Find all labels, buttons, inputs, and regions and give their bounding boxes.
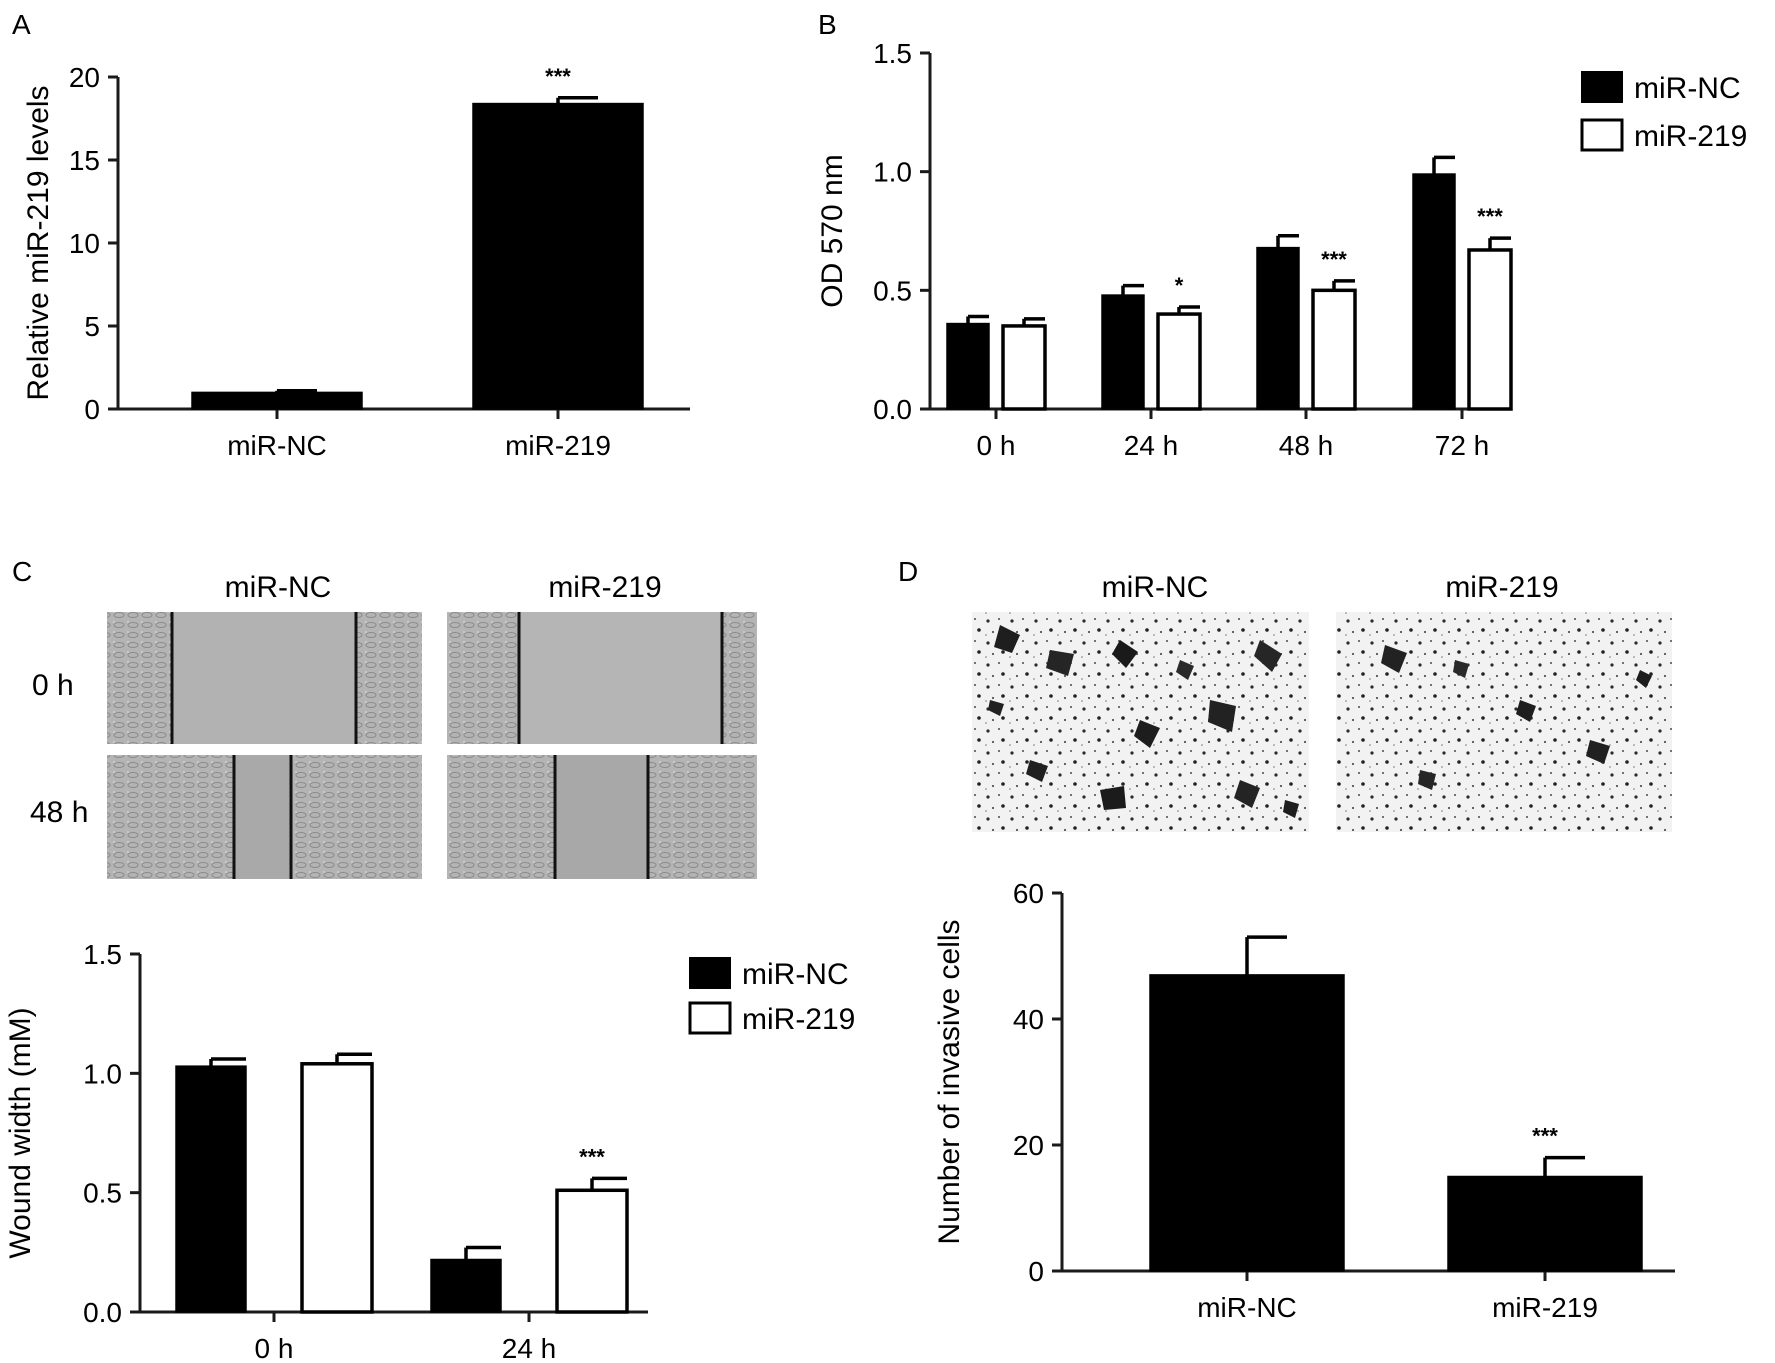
significance-C-miR-219-24 h: *** — [579, 1144, 605, 1169]
y-tick-label-B: 0.5 — [873, 275, 912, 306]
y-tick-label-D: 20 — [1013, 1130, 1044, 1161]
legend-b-label-nc: miR-NC — [1634, 72, 1741, 105]
wound-row-label-0h: 0 h — [32, 669, 74, 702]
y-tick-label-B: 1.0 — [873, 157, 912, 188]
y-tick-label-B: 1.5 — [873, 38, 912, 69]
y-tick-label-D: 0 — [1028, 1256, 1044, 1287]
chart-c-wound-width: 0.0 0.5 1.0 1.5 Wound width (mM) 0 h 24 h *** — [4, 939, 648, 1363]
significance-B-miR-219-72 h: *** — [1477, 204, 1503, 229]
y-tick-label-A: 0 — [84, 394, 100, 425]
panel-label-b: B — [818, 9, 837, 40]
wound-row-label-48h: 48 h — [30, 796, 88, 829]
wound-image-nc-0h — [107, 612, 422, 744]
panel-label-a: A — [12, 9, 31, 40]
x-tick-label-B: 72 h — [1435, 430, 1490, 461]
legend-b-swatch-nc — [1581, 71, 1623, 103]
x-tick-label-C: 0 h — [255, 1333, 294, 1363]
wound-col-label-219: miR-219 — [548, 571, 661, 604]
y-tick-label-A: 5 — [84, 311, 100, 342]
invasion-col-label-219: miR-219 — [1445, 571, 1558, 604]
y-tick-label-C: 0.0 — [83, 1297, 122, 1328]
bar-B-miR-NC-48 h — [1256, 246, 1300, 410]
y-tick-label-A: 15 — [69, 145, 100, 176]
bar-B-miR-NC-24 h — [1101, 294, 1145, 410]
bar-B-miR-219-48 h — [1311, 288, 1357, 411]
significance-A-miR-219: *** — [545, 64, 571, 89]
y-tick-label-B: 0.0 — [873, 394, 912, 425]
chart-b-od570: 0.00.51.01.5OD 570 nm0 h 24 h 48 h 72 h****… — [816, 38, 1513, 461]
x-tick-label-C: 24 h — [502, 1333, 557, 1363]
x-tick-label-A: miR-NC — [227, 430, 327, 461]
legend-b: miR-NC miR-219 — [1580, 71, 1747, 153]
y-tick-label-A: 20 — [69, 62, 100, 93]
legend-c-label-219: miR-219 — [742, 1003, 855, 1036]
y-tick-label-C: 1.5 — [83, 939, 122, 970]
y-axis-title-C: Wound width (mM) — [4, 1007, 37, 1258]
bar-C-miR-NC-0 h — [175, 1065, 247, 1313]
wound-image-219-48h — [447, 755, 757, 879]
bar-D-miR-NC — [1149, 974, 1345, 1272]
panel-label-d: D — [898, 556, 918, 587]
x-tick-label-A: miR-219 — [505, 430, 611, 461]
legend-c-label-nc: miR-NC — [742, 958, 849, 991]
wound-image-nc-48h — [107, 755, 422, 879]
y-tick-label-C: 1.0 — [83, 1058, 122, 1089]
y-tick-label-D: 60 — [1013, 878, 1044, 909]
chart-d-invasive-cells: 0 20 40 60 Number of invasive cells miR-NC miR… — [933, 878, 1675, 1323]
y-tick-label-A: 10 — [69, 228, 100, 259]
y-tick-label-D: 40 — [1013, 1004, 1044, 1035]
bar-B-miR-219-24 h — [1156, 312, 1202, 411]
x-tick-label-B: 48 h — [1279, 430, 1334, 461]
bar-B-miR-219-0 h — [1001, 324, 1047, 411]
legend-b-swatch-219 — [1580, 118, 1624, 152]
y-axis-title-A: Relative miR-219 levels — [22, 85, 55, 400]
panel-label-c: C — [12, 556, 32, 587]
chart-a-relative-mir219: 0 5 10 15 20 Relative miR-219 levels miR-NC miR… — [22, 62, 690, 461]
y-tick-label-C: 0.5 — [83, 1178, 122, 1209]
bar-D-miR-219 — [1447, 1175, 1643, 1272]
bar-C-miR-219-24 h — [555, 1188, 629, 1314]
invasion-image-219 — [1336, 612, 1672, 832]
wound-image-219-0h — [447, 612, 757, 744]
significance-D-miR-219: *** — [1532, 1124, 1558, 1149]
wound-healing-images: miR-NC miR-219 0 h 48 h — [30, 571, 757, 879]
y-axis-title-D: Number of invasive cells — [933, 919, 966, 1244]
invasion-images: miR-NC miR-219 — [972, 571, 1672, 832]
x-tick-label-B: 24 h — [1124, 430, 1179, 461]
bar-A-miR-NC — [191, 391, 363, 410]
wound-col-label-nc: miR-NC — [225, 571, 332, 604]
bar-B-miR-219-72 h — [1467, 248, 1513, 411]
significance-B-miR-219-24 h: * — [1175, 273, 1184, 298]
bar-B-miR-NC-72 h — [1412, 173, 1456, 410]
significance-B-miR-219-48 h: *** — [1321, 247, 1347, 272]
x-tick-label-B: 0 h — [977, 430, 1016, 461]
y-axis-title-B: OD 570 nm — [816, 154, 849, 307]
legend-c-swatch-219 — [688, 1001, 732, 1035]
x-tick-label-D: miR-NC — [1197, 1292, 1297, 1323]
legend-b-label-219: miR-219 — [1634, 120, 1747, 153]
bar-C-miR-219-0 h — [300, 1062, 374, 1314]
invasion-image-nc — [972, 612, 1309, 832]
invasion-col-label-nc: miR-NC — [1102, 571, 1209, 604]
bar-C-miR-NC-24 h — [430, 1258, 502, 1313]
x-tick-label-D: miR-219 — [1492, 1292, 1598, 1323]
bar-B-miR-NC-0 h — [946, 322, 990, 410]
legend-c: miR-NC miR-219 — [688, 957, 855, 1036]
legend-c-swatch-nc — [689, 957, 731, 989]
bar-A-miR-219 — [472, 102, 644, 410]
